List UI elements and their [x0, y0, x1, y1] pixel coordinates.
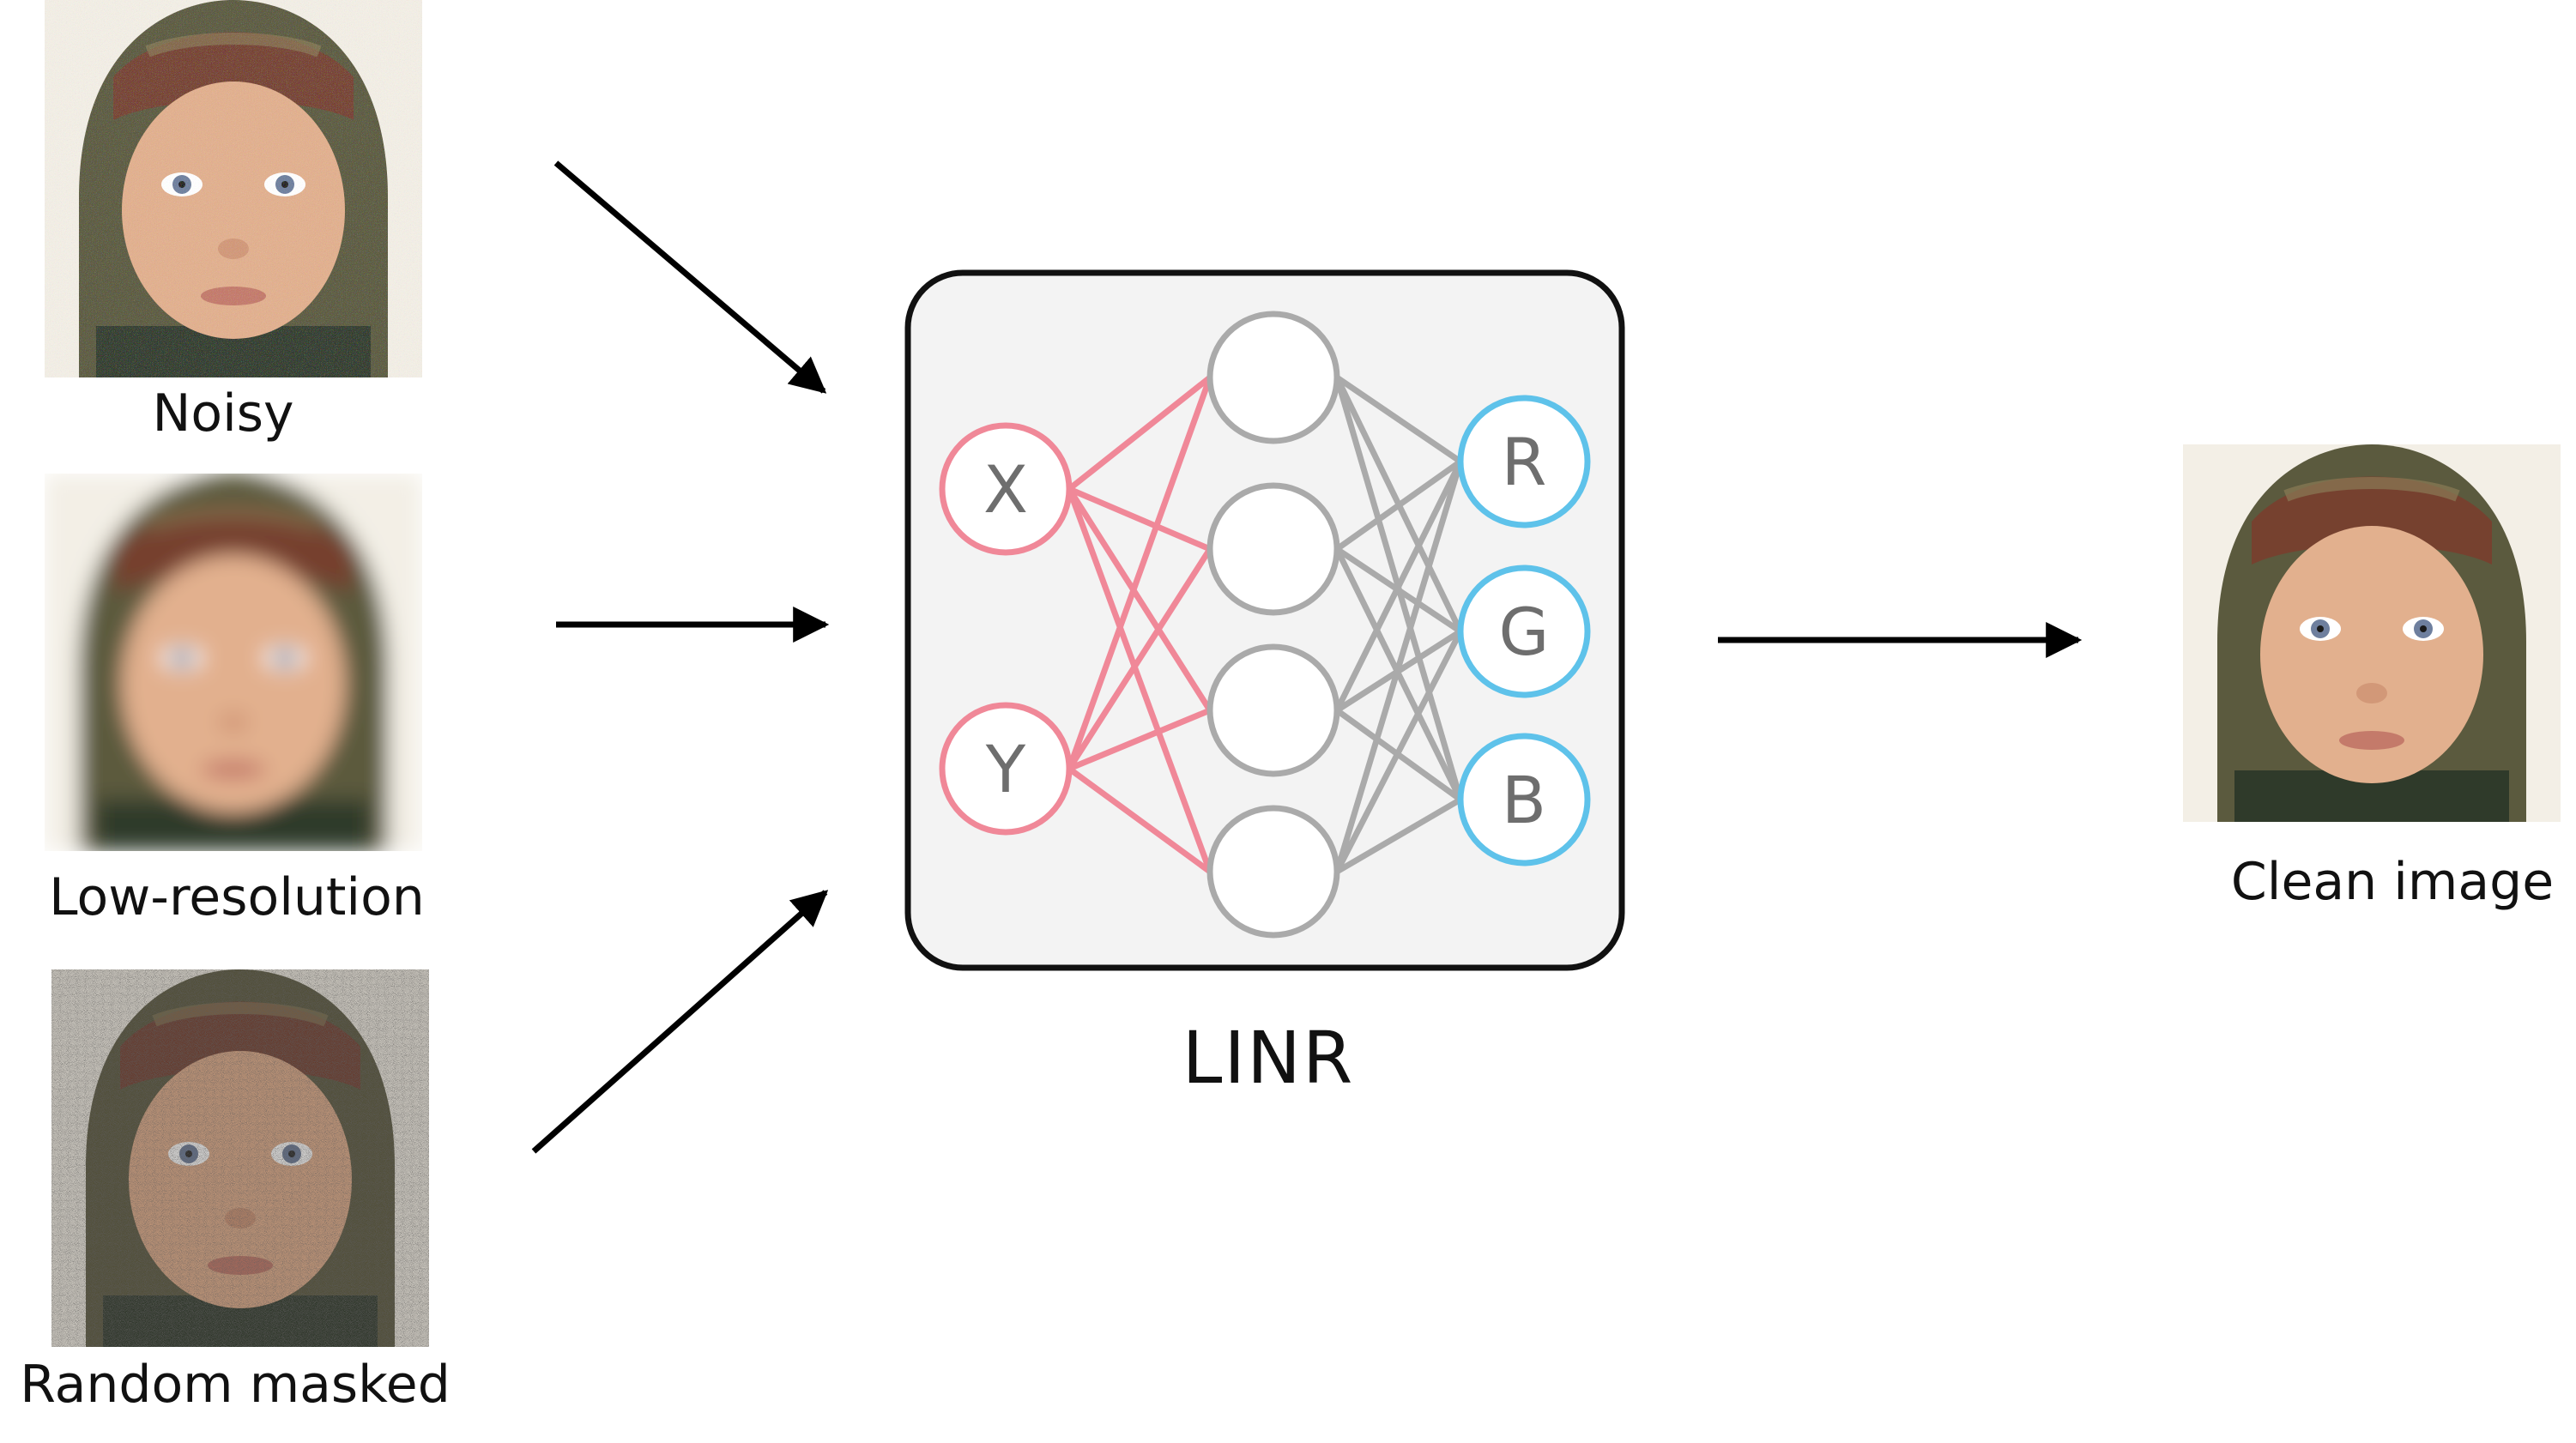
edge-input-0-hidden-3 [1066, 487, 1213, 873]
input-node-y-label: Y [985, 731, 1026, 807]
edge-input-0-hidden-1 [1067, 486, 1212, 552]
hidden-node-3-circle [1206, 643, 1340, 777]
output-node-g-label: G [1499, 594, 1550, 670]
hidden-node-4 [1206, 805, 1340, 939]
hidden-node-4-circle [1206, 805, 1340, 939]
input-node-x: X [939, 422, 1073, 556]
output-node-r-label: R [1502, 424, 1547, 500]
edge-hidden-1-output-0 [1334, 459, 1463, 552]
edge-hidden-3-output-0 [1333, 460, 1464, 873]
input-node-y: Y [939, 702, 1073, 836]
edge-input-0-hidden-0 [1067, 375, 1212, 492]
hidden-node-2-circle [1206, 482, 1340, 616]
output-node-r-circle [1457, 395, 1591, 528]
hidden-node-2 [1206, 482, 1340, 616]
hidden-node-1 [1206, 311, 1340, 444]
input-node-y-circle [939, 702, 1073, 836]
output-node-g: G [1457, 565, 1591, 698]
clean-image-caption: Clean image [2231, 852, 2554, 912]
edge-input-1-hidden-3 [1067, 766, 1212, 874]
edge-hidden-2-output-0 [1333, 460, 1464, 712]
input-node-x-label: X [983, 451, 1028, 528]
arrow-masked-to-network [531, 890, 829, 1154]
output-node-b-circle [1457, 733, 1591, 866]
low-resolution-image [45, 474, 422, 851]
clean-image [2183, 444, 2561, 822]
noisy-image [45, 0, 422, 377]
edge-hidden-3-output-2 [1335, 796, 1462, 875]
edge-input-1-hidden-2 [1067, 707, 1212, 772]
edge-input-1-hidden-1 [1067, 547, 1212, 770]
edge-hidden-0-output-0 [1335, 375, 1462, 464]
edge-hidden-3-output-1 [1333, 630, 1464, 873]
output-node-g-circle [1457, 565, 1591, 698]
network-nodes: X Y R G B [939, 311, 1591, 939]
output-node-b-label: B [1502, 762, 1546, 838]
input-node-x-circle [939, 422, 1073, 556]
edge-input-1-hidden-0 [1066, 376, 1213, 770]
linr-title: LINR [1182, 1016, 1355, 1100]
noisy-caption: Noisy [152, 383, 293, 444]
random-masked-image [51, 969, 429, 1347]
network-edges [1066, 375, 1464, 875]
output-node-b: B [1457, 733, 1591, 866]
hidden-node-3 [1206, 643, 1340, 777]
edge-input-0-hidden-2 [1067, 487, 1212, 712]
low-resolution-caption: Low-resolution [49, 867, 425, 927]
arrow-noisy-to-network [553, 160, 827, 394]
hidden-node-1-circle [1206, 311, 1340, 444]
random-masked-caption: Random masked [20, 1355, 450, 1415]
output-node-r: R [1457, 395, 1591, 528]
